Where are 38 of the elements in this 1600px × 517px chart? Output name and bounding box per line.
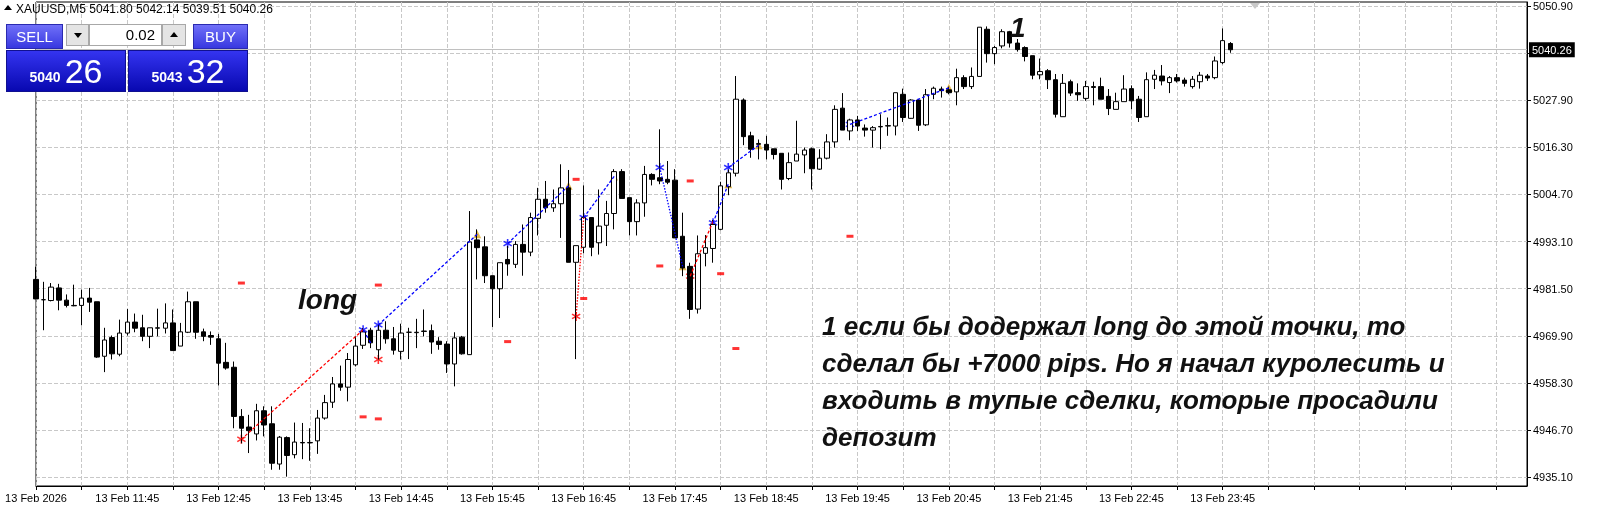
sell-button: SELL — [6, 24, 63, 49]
x-tick-label: 13 Feb 16:45 — [551, 491, 617, 504]
y-tick-label: 4993.10 — [1533, 235, 1573, 248]
x-tick-label: 13 Feb 20:45 — [916, 491, 982, 504]
bid-price-box: 5040 26 — [6, 50, 126, 92]
annotation: 5040 — [29, 69, 61, 85]
annotation: 32 — [186, 52, 225, 90]
annotation: 1 — [1010, 12, 1026, 44]
buy-button: BUY — [193, 24, 248, 49]
x-tick-label: 13 Feb 22:45 — [1099, 491, 1164, 504]
x-tick-label: 13 Feb 17:45 — [642, 491, 708, 504]
y-tick-label: 4935.10 — [1533, 471, 1573, 484]
x-tick-label: 13 Feb 18:45 — [733, 491, 799, 504]
annotation: 5043 — [151, 69, 183, 85]
y-tick-label: 5050.90 — [1533, 0, 1573, 13]
annotation: 26 — [64, 52, 103, 90]
x-tick-label: 13 Feb 14:45 — [368, 491, 434, 504]
y-tick-label: 4946.70 — [1533, 424, 1573, 437]
y-tick-label: 4969.90 — [1533, 329, 1573, 342]
y-tick-label: 5004.70 — [1533, 188, 1573, 201]
ref-line-label: 5040.26 — [1532, 43, 1572, 56]
x-tick-label: 13 Feb 2026 — [5, 491, 67, 504]
y-tick-label: 5027.90 — [1533, 94, 1573, 107]
annotation: long — [298, 284, 358, 316]
y-tick-label: 4958.30 — [1533, 377, 1573, 390]
x-tick-label: 13 Feb 19:45 — [825, 491, 890, 504]
lot-field: 0.02 — [89, 24, 162, 46]
x-tick-label: 13 Feb 13:45 — [277, 491, 343, 504]
x-tick-label: 13 Feb 11:45 — [95, 491, 160, 504]
y-tick-label: 5016.30 — [1533, 141, 1573, 154]
annotation: 1 если бы додержал long до этой точки, то сделал бы +7000 pips. Но я начал куролесить и входить в тупые сделки, которые просадили депозит — [822, 310, 1445, 454]
ask-price-box: 5043 32 — [128, 50, 248, 92]
x-tick-label: 13 Feb 21:45 — [1007, 491, 1073, 504]
y-tick-label: 4981.50 — [1533, 282, 1573, 295]
x-tick-label: 13 Feb 23:45 — [1190, 491, 1256, 504]
x-tick-label: 13 Feb 15:45 — [460, 491, 525, 504]
annotation: XAUUSD,M5 5041.80 5042.14 5039.51 5040.26 — [16, 2, 273, 16]
x-tick-label: 13 Feb 12:45 — [186, 491, 251, 504]
